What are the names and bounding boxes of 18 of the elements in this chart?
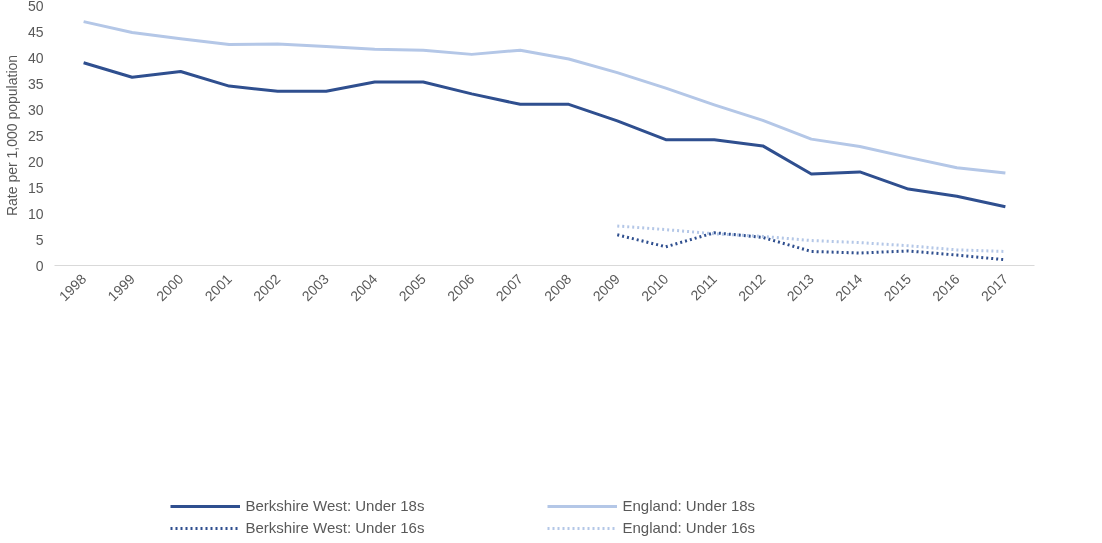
y-tick-label: 25 bbox=[27, 127, 44, 144]
line-series bbox=[82, 20, 1007, 175]
y-tick-label: 30 bbox=[27, 101, 44, 118]
y-tick-label: 20 bbox=[27, 153, 44, 170]
y-tick-label: 10 bbox=[27, 205, 44, 222]
y-tick-label: 40 bbox=[27, 49, 44, 66]
y-tick-label: 15 bbox=[27, 179, 44, 196]
y-tick-label: 35 bbox=[27, 75, 44, 92]
y-tick-label: 50 bbox=[27, 0, 44, 14]
legend-label: Berkshire West: Under 16s bbox=[245, 519, 426, 536]
legend-label: England: Under 18s bbox=[622, 497, 757, 514]
y-tick-label: 5 bbox=[35, 231, 44, 248]
line-series bbox=[82, 61, 1007, 209]
y-tick-label: 0 bbox=[35, 257, 44, 274]
legend-label: England: Under 16s bbox=[622, 519, 757, 536]
y-axis-title: Rate per 1,000 population bbox=[3, 54, 20, 217]
y-tick-label: 45 bbox=[27, 23, 44, 40]
legend-label: Berkshire West: Under 18s bbox=[245, 497, 426, 514]
